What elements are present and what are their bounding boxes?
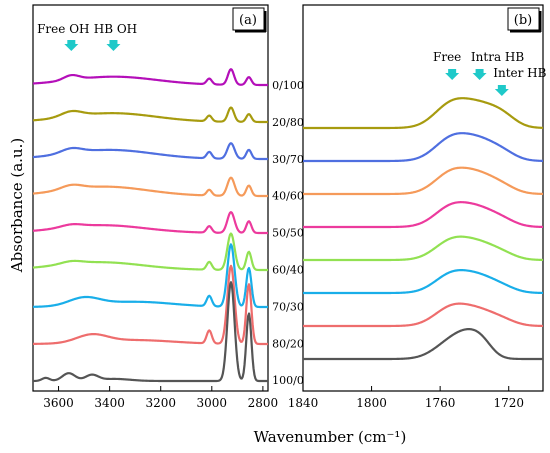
annotation-label: HB OH <box>94 22 137 36</box>
series-line-60-40 <box>32 232 269 272</box>
ratio-label-30-70: 30/70 <box>272 153 304 166</box>
panel-a: (a) Free OH HB OH 3600 3400 3200 3000 2800 <box>32 4 278 410</box>
x-tick-label: 2800 <box>248 396 279 410</box>
ratio-label-40-60: 40/60 <box>272 190 304 203</box>
x-tick-label: 3000 <box>197 396 228 410</box>
series-line-60-40 <box>302 235 544 262</box>
annotation-arrow <box>494 85 509 96</box>
annotation-label: Inter HB <box>493 66 546 80</box>
panel-a-label: (a) <box>239 13 257 28</box>
series-line-20-80 <box>302 97 544 130</box>
ratio-label-20-80: 20/80 <box>272 116 304 129</box>
ratio-label-50-50: 50/50 <box>272 227 304 240</box>
panel-a-label-box: (a) <box>232 7 267 33</box>
x-tick-label: 1800 <box>356 396 387 410</box>
series-line-70-30 <box>302 269 544 295</box>
ratio-label-0-100: 0/100 <box>272 79 304 92</box>
ratio-label-70-30: 70/30 <box>272 300 304 313</box>
series-line-40-60 <box>302 166 544 196</box>
series-line-70-30 <box>32 243 269 309</box>
x-tick-label: 3400 <box>94 396 125 410</box>
panel-b-label: (b) <box>514 13 532 28</box>
series-line-30-70 <box>32 142 269 161</box>
ratio-label-100-0: 100/0 <box>272 374 304 387</box>
x-tick-label: 3600 <box>43 396 74 410</box>
series-line-40-60 <box>32 176 269 198</box>
panel-a-series-group <box>32 68 269 383</box>
series-line-0-100 <box>32 68 269 87</box>
panel-b: (b) Free Intra HB Inter HB 1840 1800 1760 172… <box>288 4 547 410</box>
annotation-arrow <box>106 40 121 51</box>
series-line-30-70 <box>302 132 544 163</box>
y-axis-title: Absorbance (a.u.) <box>8 138 26 273</box>
annotation-arrow <box>64 40 79 51</box>
x-tick-label: 1760 <box>425 396 456 410</box>
annotation-label: Intra HB <box>471 50 524 64</box>
annotation-label: Free <box>433 50 461 64</box>
x-axis-title: Wavenumber (cm⁻¹) <box>254 428 407 446</box>
ratio-labels: 0/100 20/80 30/70 40/60 50/50 60/40 70/30 80/20… <box>272 79 304 387</box>
series-line-100-0 <box>32 281 269 383</box>
x-tick-label: 1840 <box>288 396 319 410</box>
panel-b-x-ticks: 1840 1800 1760 1720 <box>288 386 524 410</box>
panel-b-annotations: Free Intra HB Inter HB <box>433 50 547 96</box>
series-line-100-0 <box>302 328 544 361</box>
annotation-arrow <box>445 69 460 80</box>
annotation-arrow <box>472 69 487 80</box>
series-line-80-20 <box>302 302 544 328</box>
ratio-label-80-20: 80/20 <box>272 337 304 350</box>
x-tick-label: 1720 <box>493 396 524 410</box>
panel-b-label-box: (b) <box>507 7 542 33</box>
series-line-80-20 <box>32 264 269 346</box>
panel-b-series-group <box>302 97 544 361</box>
x-tick-label: 3200 <box>145 396 176 410</box>
ratio-label-60-40: 60/40 <box>272 264 304 277</box>
annotation-label: Free OH <box>37 22 89 36</box>
panel-a-frame <box>32 4 269 392</box>
series-line-50-50 <box>302 201 544 229</box>
series-line-50-50 <box>32 211 269 235</box>
series-line-20-80 <box>32 106 269 124</box>
panel-a-x-ticks: 3600 3400 3200 3000 2800 <box>43 386 278 410</box>
panel-b-frame <box>302 4 544 392</box>
panel-a-annotations: Free OH HB OH <box>37 22 137 51</box>
